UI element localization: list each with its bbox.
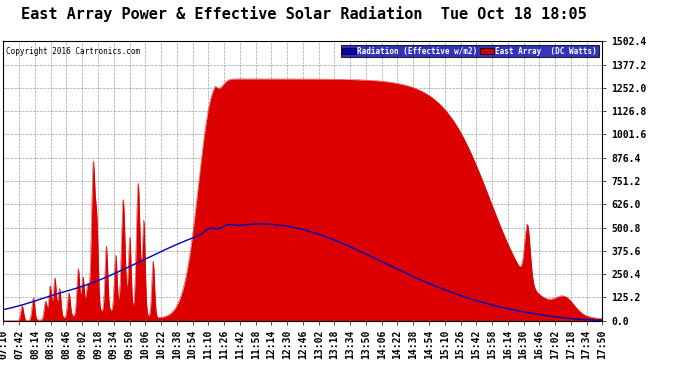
Text: East Array Power & Effective Solar Radiation  Tue Oct 18 18:05: East Array Power & Effective Solar Radia…	[21, 6, 586, 22]
Text: Copyright 2016 Cartronics.com: Copyright 2016 Cartronics.com	[6, 47, 141, 56]
Legend: Radiation (Effective w/m2), East Array  (DC Watts): Radiation (Effective w/m2), East Array (…	[341, 45, 598, 57]
